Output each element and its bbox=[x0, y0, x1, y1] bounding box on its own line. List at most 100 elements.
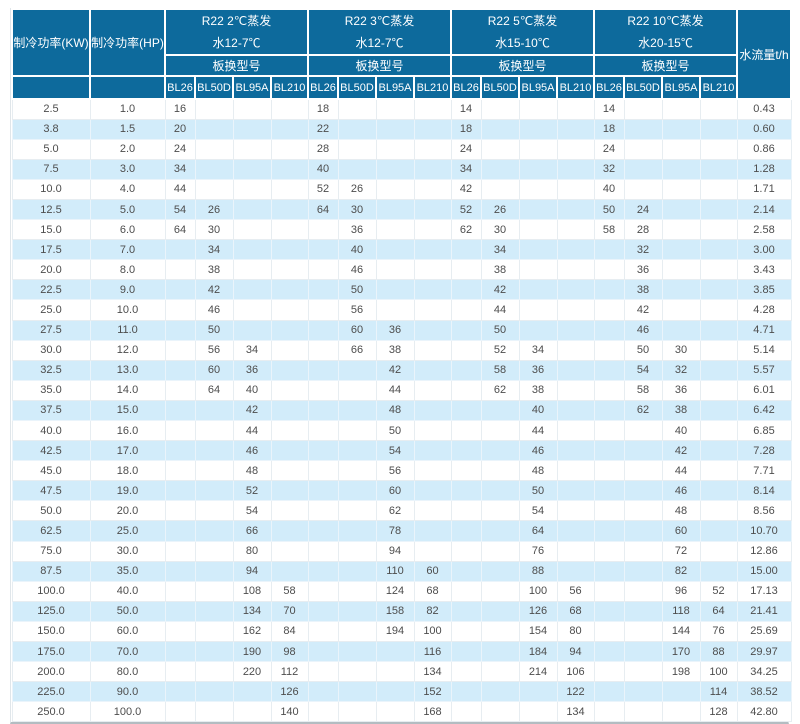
model-value-cell bbox=[450, 379, 482, 401]
model-value-cell bbox=[413, 419, 452, 442]
hp-cell: 6.0 bbox=[89, 219, 166, 241]
model-value-cell bbox=[270, 178, 309, 200]
model-value-cell bbox=[450, 319, 482, 341]
model-value-cell: 126 bbox=[270, 681, 309, 703]
model-value-cell bbox=[232, 138, 272, 160]
model-value-cell bbox=[232, 299, 272, 321]
water-flow-cell: 5.14 bbox=[736, 339, 792, 361]
model-value-cell bbox=[413, 520, 452, 542]
hp-cell: 60.0 bbox=[89, 620, 166, 643]
model-value-cell bbox=[232, 319, 272, 341]
model-value-cell bbox=[518, 158, 558, 180]
model-value-cell bbox=[194, 681, 234, 703]
kw-cell: 15.0 bbox=[11, 219, 91, 241]
model-value-cell bbox=[164, 339, 196, 361]
model-value-cell: 44 bbox=[518, 419, 558, 442]
kw-cell: 125.0 bbox=[11, 600, 91, 622]
water-flow-cell: 10.70 bbox=[736, 520, 792, 542]
model-value-cell bbox=[307, 239, 339, 261]
model-value-cell bbox=[307, 379, 339, 401]
model-value-cell bbox=[556, 379, 595, 401]
model-value-cell: 18 bbox=[593, 118, 625, 140]
kw-cell: 87.5 bbox=[11, 560, 91, 582]
water-flow-cell: 8.14 bbox=[736, 480, 792, 502]
model-value-cell bbox=[307, 661, 339, 683]
hp-cell: 18.0 bbox=[89, 460, 166, 482]
model-col-header: BL210 bbox=[556, 75, 595, 100]
water-flow-cell: 0.86 bbox=[736, 138, 792, 160]
model-value-cell bbox=[413, 500, 452, 522]
water-flow-cell: 15.00 bbox=[736, 560, 792, 582]
model-value-cell bbox=[307, 681, 339, 703]
model-value-cell bbox=[413, 379, 452, 401]
hp-cell: 10.0 bbox=[89, 299, 166, 321]
model-value-cell bbox=[164, 299, 196, 321]
water-flow-cell: 42.80 bbox=[736, 701, 792, 723]
group-header-r22-5c: R22 5℃蒸发 水15-10℃ bbox=[450, 8, 595, 56]
model-value-cell bbox=[375, 279, 415, 301]
kw-cell: 75.0 bbox=[11, 540, 91, 562]
model-value-cell bbox=[623, 681, 663, 703]
model-value-cell bbox=[661, 118, 701, 140]
model-value-cell: 38 bbox=[661, 399, 701, 422]
model-value-cell bbox=[375, 219, 415, 241]
model-col-header: BL95A bbox=[518, 75, 558, 100]
model-value-cell: 46 bbox=[194, 299, 234, 321]
model-value-cell bbox=[661, 259, 701, 281]
model-col-header: BL26 bbox=[450, 75, 482, 100]
water-flow-cell: 8.56 bbox=[736, 500, 792, 522]
model-value-cell bbox=[194, 620, 234, 643]
hp-cell: 16.0 bbox=[89, 419, 166, 442]
model-value-cell: 36 bbox=[375, 319, 415, 341]
model-value-cell bbox=[413, 299, 452, 321]
model-value-cell bbox=[164, 641, 196, 663]
model-value-cell: 52 bbox=[450, 198, 482, 221]
model-value-cell bbox=[270, 299, 309, 321]
model-value-cell bbox=[480, 620, 520, 643]
model-value-cell: 58 bbox=[593, 219, 625, 241]
model-value-cell bbox=[450, 299, 482, 321]
model-value-cell bbox=[164, 600, 196, 622]
model-value-cell: 46 bbox=[337, 259, 377, 281]
model-value-cell bbox=[556, 359, 595, 381]
model-value-cell: 50 bbox=[337, 279, 377, 301]
model-value-cell bbox=[164, 359, 196, 381]
model-value-cell bbox=[270, 560, 309, 582]
model-value-cell bbox=[480, 399, 520, 422]
model-value-cell bbox=[307, 641, 339, 663]
model-value-cell: 88 bbox=[699, 641, 738, 663]
model-value-cell bbox=[375, 198, 415, 221]
model-value-cell: 168 bbox=[413, 701, 452, 723]
group-title: R22 10℃蒸发 bbox=[627, 14, 704, 28]
model-value-cell bbox=[518, 701, 558, 723]
table-row: 175.0 70.0 190 98 116 184 94 170 88 29.97 bbox=[11, 641, 792, 663]
model-value-cell: 96 bbox=[661, 580, 701, 602]
model-value-cell bbox=[593, 701, 625, 723]
table-row: 25.0 10.0 46 56 44 42 4.28 bbox=[11, 299, 792, 321]
model-value-cell: 40 bbox=[661, 419, 701, 442]
model-value-cell: 214 bbox=[518, 661, 558, 683]
model-value-cell bbox=[661, 681, 701, 703]
model-value-cell bbox=[413, 219, 452, 241]
model-value-cell bbox=[413, 158, 452, 180]
model-value-cell bbox=[623, 661, 663, 683]
model-value-cell bbox=[480, 138, 520, 160]
model-value-cell bbox=[413, 339, 452, 361]
hp-cell: 80.0 bbox=[89, 661, 166, 683]
header-row-model-label: 板换型号 板换型号 板换型号 板换型号 bbox=[12, 54, 791, 77]
model-value-cell: 30 bbox=[480, 219, 520, 241]
group-header-r22-10c: R22 10℃蒸发 水20-15℃ bbox=[593, 8, 738, 56]
model-value-cell: 34 bbox=[518, 339, 558, 361]
model-value-cell bbox=[480, 419, 520, 442]
model-value-cell: 28 bbox=[307, 138, 339, 160]
model-value-cell: 184 bbox=[518, 641, 558, 663]
model-value-cell bbox=[450, 419, 482, 442]
kw-cell: 225.0 bbox=[11, 681, 91, 703]
model-value-cell bbox=[556, 98, 595, 120]
model-value-cell: 50 bbox=[375, 419, 415, 442]
model-value-cell bbox=[337, 359, 377, 381]
model-value-cell: 40 bbox=[593, 178, 625, 200]
model-value-cell: 82 bbox=[413, 600, 452, 622]
hp-cell: 50.0 bbox=[89, 600, 166, 622]
table-row: 2.5 1.0 16 18 14 14 0.43 bbox=[11, 98, 792, 120]
